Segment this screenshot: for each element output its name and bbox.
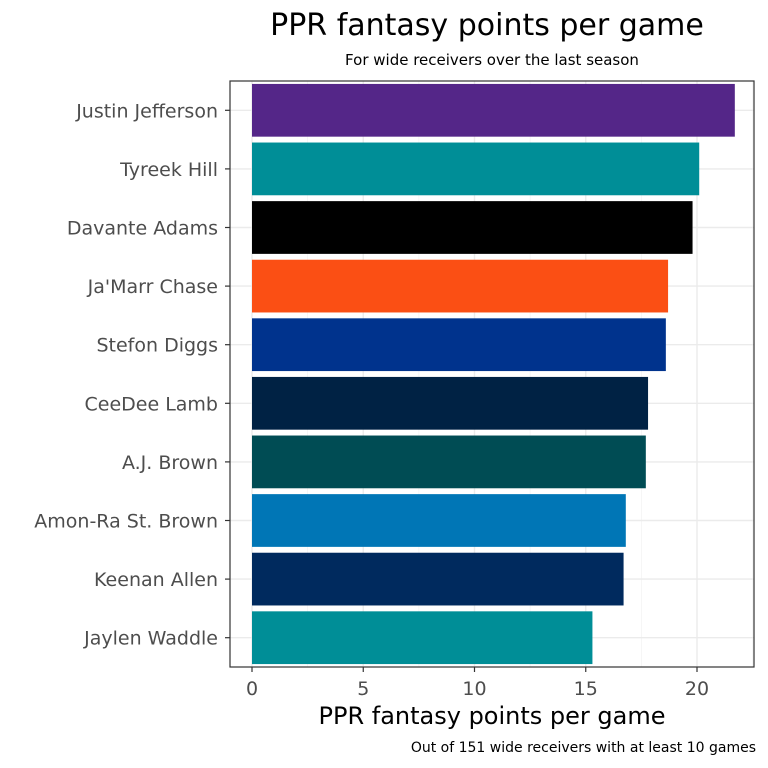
bar	[252, 494, 626, 547]
y-tick-label: Keenan Allen	[94, 569, 218, 591]
panel-border	[229, 80, 755, 668]
bar	[252, 259, 669, 313]
bar	[252, 435, 646, 489]
x-tick-label: 15	[574, 678, 598, 700]
chart-caption: Out of 151 wide receivers with at least …	[411, 740, 756, 756]
x-tick-label: 20	[685, 678, 709, 700]
y-tick-label: A.J. Brown	[122, 452, 218, 474]
y-tick-label: Amon-Ra St. Brown	[34, 511, 218, 533]
bar	[252, 201, 693, 254]
x-axis: 0 5 10 15 20	[246, 667, 709, 700]
bar	[252, 552, 624, 606]
y-axis: Justin Jefferson Tyreek Hill Davante Adams…	[34, 100, 230, 650]
chart-subtitle: For wide receivers over the last season	[345, 51, 639, 69]
x-tick-label: 5	[357, 678, 369, 700]
y-tick-label: Ja'Marr Chase	[87, 276, 218, 298]
y-tick-label: Justin Jefferson	[75, 100, 218, 122]
x-axis-title: PPR fantasy points per game	[319, 702, 666, 730]
y-tick-label: Jaylen Waddle	[83, 628, 218, 650]
y-tick-label: Stefon Diggs	[96, 335, 218, 357]
y-tick-label: Tyreek Hill	[119, 159, 218, 181]
y-tick-label: Davante Adams	[67, 218, 218, 240]
bars	[252, 83, 735, 665]
bar	[252, 83, 735, 137]
bar	[252, 376, 649, 430]
bar	[252, 142, 700, 196]
chart-title: PPR fantasy points per game	[270, 8, 704, 43]
x-tick-label: 0	[246, 678, 258, 700]
bar	[252, 318, 666, 372]
x-tick-label: 10	[462, 678, 486, 700]
y-tick-label: CeeDee Lamb	[85, 393, 219, 415]
bar	[252, 611, 593, 665]
